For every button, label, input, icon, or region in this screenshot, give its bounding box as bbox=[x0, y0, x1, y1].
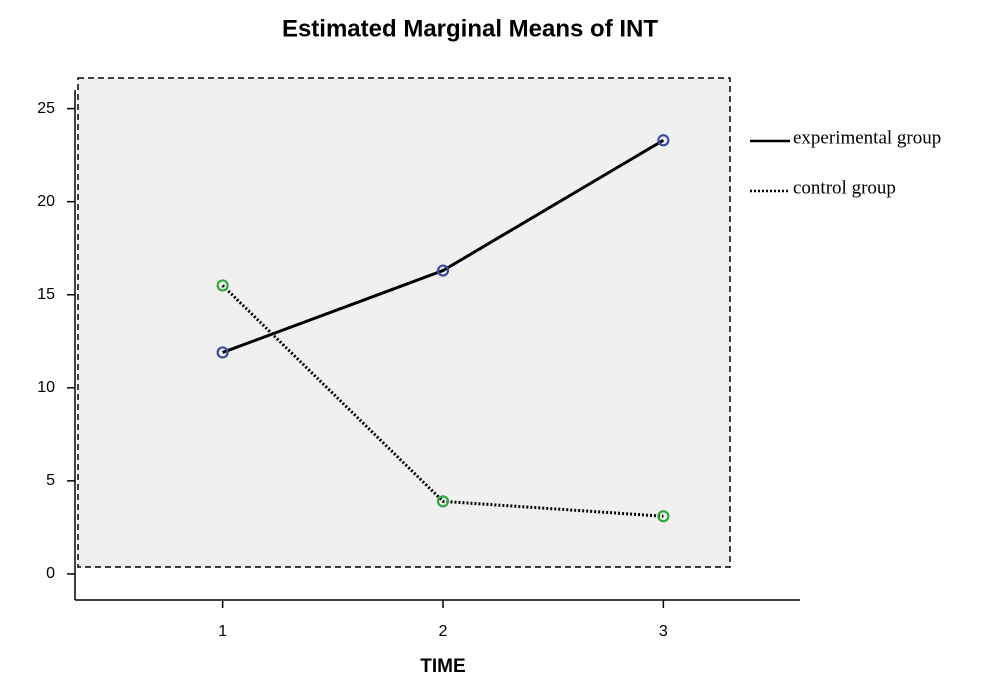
chart-title: Estimated Marginal Means of INT bbox=[282, 15, 658, 42]
x-tick-label: 1 bbox=[218, 623, 227, 640]
data-point bbox=[436, 495, 450, 508]
y-tick-label: 25 bbox=[37, 100, 55, 117]
y-tick-label: 20 bbox=[37, 193, 55, 210]
x-axis-label: TIME bbox=[420, 656, 465, 677]
data-point bbox=[436, 264, 450, 277]
x-tick-label: 2 bbox=[439, 623, 448, 640]
legend-label: control group bbox=[793, 177, 896, 198]
data-point bbox=[657, 510, 670, 523]
y-tick-label: 15 bbox=[37, 286, 55, 303]
x-tick-label: 3 bbox=[659, 623, 668, 640]
legend-label: experimental group bbox=[793, 127, 941, 148]
series-line bbox=[222, 138, 665, 354]
series-line bbox=[221, 284, 664, 518]
data-point bbox=[657, 134, 670, 147]
data-point bbox=[216, 346, 229, 359]
plot-area bbox=[77, 77, 731, 568]
data-point bbox=[216, 279, 229, 292]
y-tick-label: 10 bbox=[37, 379, 55, 396]
y-tick-label: 0 bbox=[46, 565, 55, 582]
y-tick-label: 5 bbox=[46, 472, 55, 489]
